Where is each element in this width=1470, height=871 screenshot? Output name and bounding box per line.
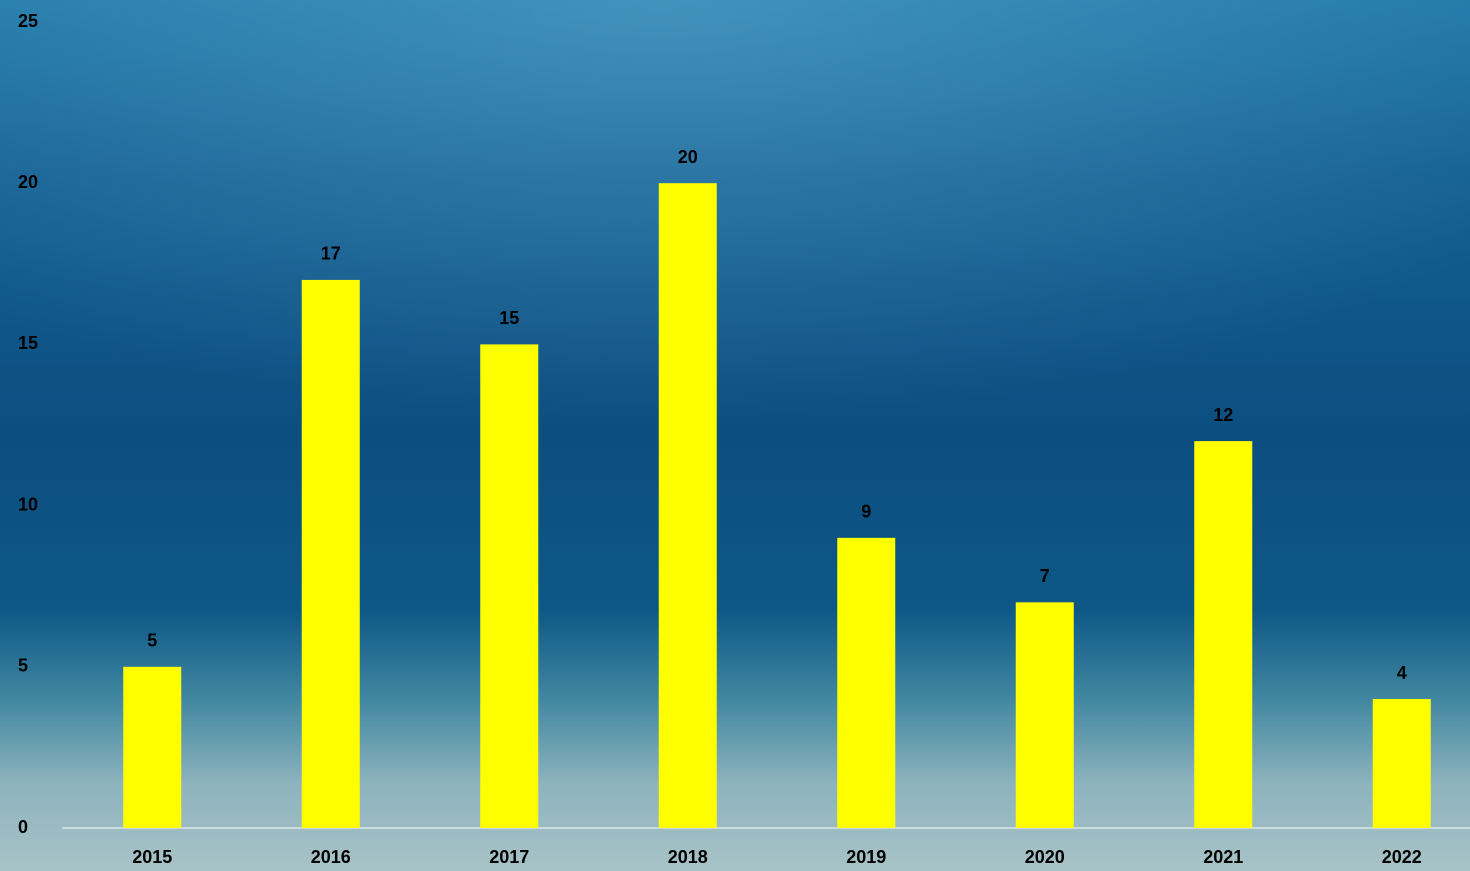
- y-tick-label: 15: [18, 333, 38, 353]
- x-tick-label: 2019: [846, 847, 886, 867]
- x-tick-label: 2022: [1382, 847, 1422, 867]
- y-tick-label: 25: [18, 11, 38, 31]
- data-label: 7: [1040, 566, 1050, 586]
- data-label: 17: [321, 244, 341, 264]
- bar: [658, 183, 717, 828]
- bar: [1372, 699, 1431, 828]
- x-tick-label: 2018: [668, 847, 708, 867]
- x-tick-label: 2021: [1203, 847, 1243, 867]
- data-label: 20: [678, 147, 698, 167]
- y-tick-label: 10: [18, 494, 38, 514]
- x-tick-label: 2017: [489, 847, 529, 867]
- bar: [123, 666, 182, 828]
- x-tick-label: 2015: [132, 847, 172, 867]
- y-tick-label: 0: [18, 817, 28, 837]
- data-label: 5: [147, 631, 157, 651]
- bar: [301, 279, 360, 828]
- bar: [1015, 602, 1074, 828]
- data-label: 15: [499, 308, 519, 328]
- bar: [1194, 441, 1253, 828]
- bar: [480, 344, 539, 828]
- data-label: 4: [1397, 663, 1407, 683]
- bar: [837, 537, 896, 828]
- data-label: 12: [1213, 405, 1233, 425]
- data-label: 9: [861, 502, 871, 522]
- x-tick-label: 2020: [1025, 847, 1065, 867]
- y-tick-label: 20: [18, 172, 38, 192]
- x-tick-label: 2016: [311, 847, 351, 867]
- y-tick-label: 5: [18, 656, 28, 676]
